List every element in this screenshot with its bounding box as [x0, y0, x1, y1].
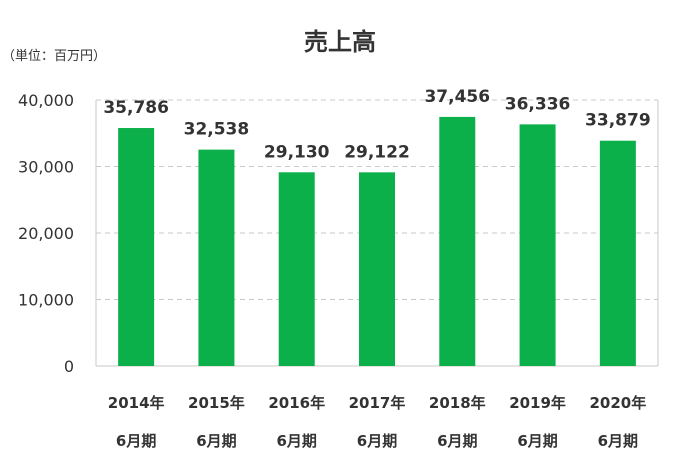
data-label: 35,786 [103, 98, 169, 118]
bar [198, 149, 235, 366]
bar [439, 116, 476, 366]
data-labels: 35,786 32,538 29,130 29,122 37,456 36,336 33,8… [103, 87, 650, 162]
x-tick-label: 2019年 [509, 394, 566, 412]
x-tick-label: 6月期 [437, 432, 477, 450]
x-tick-label: 6月期 [517, 432, 557, 450]
data-label: 29,122 [344, 142, 410, 162]
y-axis: 0 10,000 20,000 30,000 40,000 [18, 91, 74, 376]
x-tick-label: 2017年 [349, 394, 406, 412]
x-tick-label: 2018年 [429, 394, 486, 412]
x-tick-label: 2016年 [268, 394, 325, 412]
x-tick-label: 2015年 [188, 394, 245, 412]
y-tick-label: 30,000 [18, 158, 74, 177]
bar [278, 172, 315, 366]
bar [118, 128, 155, 366]
bar [519, 124, 556, 366]
data-label: 32,538 [184, 120, 250, 140]
data-label: 37,456 [424, 87, 490, 107]
bars [118, 116, 636, 366]
chart-title: 売上高 [304, 28, 376, 56]
bar [599, 140, 636, 366]
x-tick-label: 6月期 [116, 432, 156, 450]
x-tick-label: 6月期 [357, 432, 397, 450]
y-tick-label: 40,000 [18, 91, 74, 110]
bar [359, 172, 395, 366]
x-tick-label: 2020年 [589, 394, 646, 412]
x-tick-label: 6月期 [598, 432, 638, 450]
x-tick-label: 2014年 [108, 394, 165, 412]
y-tick-label: 20,000 [18, 224, 74, 243]
data-label: 36,336 [505, 94, 571, 114]
data-label: 29,130 [264, 142, 330, 162]
x-axis: 2014年 6月期 2015年 6月期 2016年 6月期 2017年 6月期 2018年 6月期… [108, 394, 646, 450]
unit-label: （単位：百万円） [2, 48, 106, 64]
y-tick-label: 10,000 [18, 291, 74, 310]
y-tick-label: 0 [64, 357, 74, 376]
x-tick-label: 6月期 [276, 432, 316, 450]
data-label: 33,879 [585, 111, 651, 131]
x-tick-label: 6月期 [196, 432, 236, 450]
